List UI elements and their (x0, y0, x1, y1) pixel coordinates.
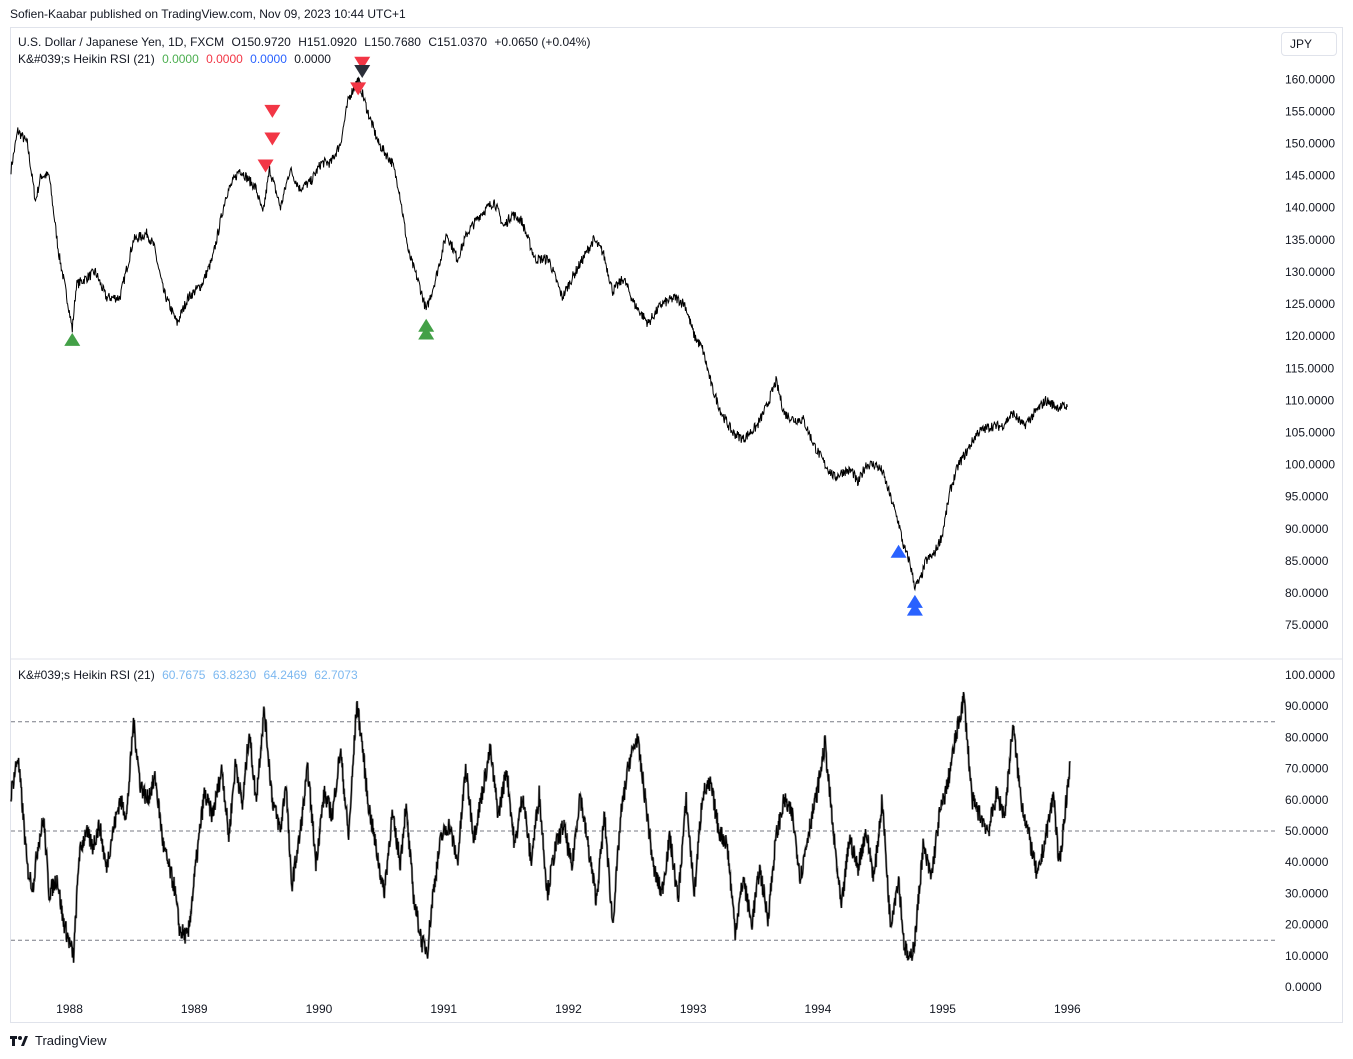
sell-signal-triangle (350, 82, 367, 96)
price-tick-label: 100.0000 (1285, 458, 1335, 472)
price-tick-label: 85.0000 (1285, 554, 1329, 568)
ohlc-low: L150.7680 (364, 35, 421, 49)
price-tick-label: 150.0000 (1285, 136, 1335, 150)
time-tick-label: 1991 (430, 1002, 457, 1016)
ohlc-high: H151.0920 (298, 35, 357, 49)
price-tick-label: 120.0000 (1285, 329, 1335, 343)
rsi-tick-label: 40.0000 (1285, 855, 1329, 869)
rsi-tick-label: 70.0000 (1285, 762, 1329, 776)
rsi-legend: K&#039;s Heikin RSI (21) 60.7675 63.8230… (18, 668, 362, 682)
publisher-line: Sofien-Kaabar published on TradingView.c… (10, 7, 406, 21)
sell-signal-triangle (354, 65, 371, 79)
rsi-series-shadow (9, 691, 1072, 963)
time-tick-label: 1992 (555, 1002, 582, 1016)
price-series-line (10, 76, 1068, 592)
price-tick-label: 115.0000 (1285, 361, 1334, 375)
time-axis: 1988 1989 1990 1991 1992 1993 1994 1995 1996 (56, 1002, 1081, 1016)
currency-button[interactable]: JPY (1281, 32, 1337, 56)
price-tick-label: 130.0000 (1285, 265, 1335, 279)
price-tick-label: 105.0000 (1285, 425, 1335, 439)
price-axis: 160.0000 155.0000 150.0000 145.0000 140.0000… (1285, 72, 1335, 632)
ohlc-change: +0.0650 (+0.04%) (494, 35, 591, 49)
overlay-indicator-name[interactable]: K&#039;s Heikin RSI (21) (18, 52, 155, 66)
time-tick-label: 1988 (56, 1002, 83, 1016)
tradingview-icon (10, 1035, 28, 1046)
price-tick-label: 125.0000 (1285, 297, 1335, 311)
price-tick-label: 145.0000 (1285, 169, 1335, 183)
time-tick-label: 1996 (1054, 1002, 1081, 1016)
rsi-tick-label: 0.0000 (1285, 980, 1322, 994)
sell-signal-triangle (264, 104, 281, 118)
buy-signal-triangle (906, 594, 923, 608)
rsi-tick-label: 20.0000 (1285, 918, 1329, 932)
time-tick-label: 1993 (680, 1002, 707, 1016)
time-tick-label: 1995 (929, 1002, 956, 1016)
tradingview-logo[interactable]: TradingView (10, 1033, 107, 1048)
rsi-axis: 100.0000 90.0000 80.0000 70.0000 60.0000 50.0… (1285, 668, 1335, 994)
overlay-value-4: 0.0000 (294, 52, 331, 66)
price-tick-label: 75.0000 (1285, 618, 1329, 632)
rsi-tick-label: 30.0000 (1285, 886, 1329, 900)
buy-signal-triangle (64, 332, 81, 346)
chart-frame (10, 27, 1343, 1023)
rsi-tick-label: 80.0000 (1285, 730, 1329, 744)
rsi-value-4: 62.7073 (314, 668, 358, 682)
price-tick-label: 80.0000 (1285, 586, 1329, 600)
rsi-tick-label: 50.0000 (1285, 824, 1329, 838)
rsi-tick-label: 90.0000 (1285, 699, 1329, 713)
overlay-value-1: 0.0000 (162, 52, 199, 66)
rsi-tick-label: 100.0000 (1285, 668, 1335, 682)
overlay-value-3: 0.0000 (250, 52, 287, 66)
price-tick-label: 135.0000 (1285, 233, 1335, 247)
symbol-label[interactable]: U.S. Dollar / Japanese Yen, 1D, FXCM (18, 35, 225, 49)
main-legend: U.S. Dollar / Japanese Yen, 1D, FXCM O15… (18, 35, 594, 49)
brand-label: TradingView (35, 1033, 107, 1048)
rsi-value-2: 63.8230 (212, 668, 257, 682)
buy-signal-triangle (418, 318, 435, 332)
overlay-value-2: 0.0000 (206, 52, 243, 66)
time-tick-label: 1989 (181, 1002, 208, 1016)
price-tick-label: 95.0000 (1285, 490, 1329, 504)
overlay-indicator-legend: K&#039;s Heikin RSI (21) 0.0000 0.0000 0… (18, 52, 335, 66)
rsi-value-1: 60.7675 (162, 668, 206, 682)
time-tick-label: 1990 (306, 1002, 333, 1016)
time-tick-label: 1994 (805, 1002, 832, 1016)
rsi-series-line (10, 692, 1071, 963)
rsi-tick-label: 10.0000 (1285, 949, 1329, 963)
price-tick-label: 110.0000 (1285, 393, 1334, 407)
sell-signal-triangle (264, 132, 281, 146)
ohlc-close: C151.0370 (428, 35, 488, 49)
rsi-value-3: 64.2469 (263, 668, 307, 682)
price-tick-label: 140.0000 (1285, 201, 1335, 215)
rsi-tick-label: 60.0000 (1285, 793, 1329, 807)
buy-signal-triangle (906, 602, 923, 616)
price-tick-label: 160.0000 (1285, 72, 1335, 86)
price-tick-label: 90.0000 (1285, 522, 1329, 536)
rsi-level-lines (11, 721, 1277, 941)
sell-signal-triangle (257, 159, 274, 173)
buy-signal-triangle (418, 326, 435, 340)
buy-signal-triangle (890, 544, 907, 558)
signal-markers (64, 56, 923, 616)
sell-signal-triangle (354, 56, 371, 70)
rsi-indicator-name[interactable]: K&#039;s Heikin RSI (21) (18, 668, 155, 682)
price-tick-label: 155.0000 (1285, 104, 1335, 118)
ohlc-open: O150.9720 (231, 35, 291, 49)
